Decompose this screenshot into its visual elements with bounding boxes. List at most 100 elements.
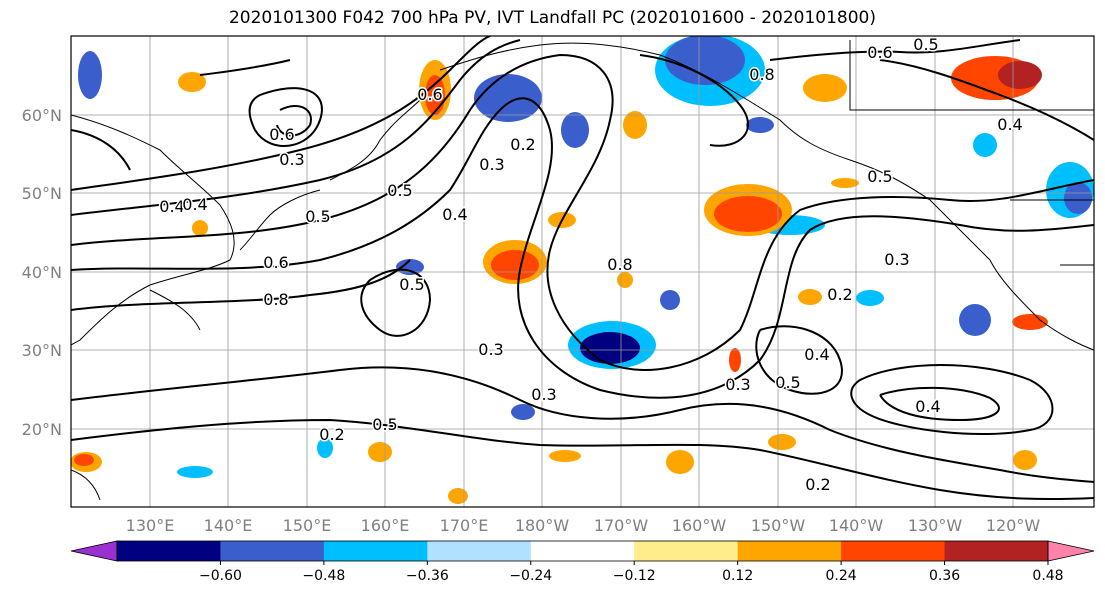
map-border: [70, 35, 1095, 508]
anomaly-positive: [729, 348, 741, 372]
contour-labels: 0.30.40.50.60.80.20.30.40.50.60.40.50.30…: [158, 34, 1024, 496]
latitude-labels: 60°N 50°N 40°N 30°N 20°N: [22, 106, 62, 439]
anomaly-negative: [746, 117, 774, 133]
shaded-anomalies: [71, 36, 1094, 504]
map-background: [71, 36, 1094, 507]
anomaly-positive: [623, 111, 647, 139]
contour-label: 0.8: [607, 255, 632, 274]
contour-label: 0.5: [775, 373, 800, 392]
anomaly-positive: [74, 454, 94, 466]
lat-label: 60°N: [22, 106, 62, 125]
contour-label: 0.2: [510, 135, 535, 154]
anomaly-positive: [368, 442, 392, 462]
colorbar-extend-low: [70, 540, 118, 562]
anomaly-negative: [1064, 182, 1092, 214]
anomaly-negative: [78, 51, 102, 99]
contour-label: 0.6: [417, 85, 442, 104]
anomaly-positive: [768, 434, 796, 450]
contour-label: 0.8: [749, 65, 774, 84]
colorbar-tick-label: −0.60: [199, 568, 242, 584]
lon-label: 170°W: [594, 516, 649, 535]
contour-label: 0.4: [804, 345, 829, 364]
lon-label: 120°W: [986, 516, 1041, 535]
anomaly-positive: [998, 61, 1042, 89]
contour-label: 0.3: [725, 375, 750, 394]
lon-label: 130°W: [908, 516, 963, 535]
contour-label: 0.3: [884, 250, 909, 269]
contour-label: 0.4: [442, 205, 467, 224]
anomaly-negative: [959, 304, 991, 336]
lat-label: 20°N: [22, 420, 62, 439]
anomaly-negative: [317, 438, 333, 458]
colorbar-segment: [737, 541, 842, 561]
colorbar-tick-label: −0.24: [509, 568, 552, 584]
anomaly-positive: [178, 72, 206, 92]
colorbar-segment: [427, 541, 532, 561]
anomaly-positive: [831, 178, 859, 188]
anomaly-positive: [666, 450, 694, 474]
coastlines: [71, 40, 1094, 501]
lon-label: 150°W: [751, 516, 806, 535]
anomaly-positive: [1012, 314, 1048, 330]
contour-label: 0.4: [915, 397, 940, 416]
anomaly-negative: [660, 290, 680, 310]
contour-label: 0.5: [372, 415, 397, 434]
anomaly-negative: [580, 332, 640, 364]
contour-label: 0.2: [827, 285, 852, 304]
contour-label: 0.2: [805, 475, 830, 494]
contour-label: 0.5: [867, 167, 892, 186]
anomaly-negative: [396, 259, 424, 275]
anomaly-negative: [856, 290, 884, 306]
map-title: 2020101300 F042 700 hPa PV, IVT Landfall…: [228, 8, 876, 28]
anomaly-negative: [177, 466, 213, 478]
contour-label: 0.6: [867, 43, 892, 62]
anomaly-positive: [1013, 450, 1037, 470]
colorbar-segment: [944, 541, 1049, 561]
lon-label: 140°E: [204, 516, 253, 535]
lat-label: 50°N: [22, 184, 62, 203]
colorbar-tick-label: −0.36: [406, 568, 449, 584]
lon-label: 150°E: [283, 516, 332, 535]
contour-label: 0.4: [182, 195, 207, 214]
anomaly-negative: [561, 112, 589, 148]
colorbar-tick-label: −0.12: [613, 568, 656, 584]
gridlines: [71, 36, 1094, 507]
contour-label: 0.3: [279, 150, 304, 169]
colorbar-segment: [841, 541, 946, 561]
colorbar-tick-label: 0.36: [929, 568, 960, 584]
anomaly-positive: [448, 488, 468, 504]
colorbar-tick-label: 0.12: [722, 568, 753, 584]
colorbar-segment: [117, 541, 221, 561]
colorbar-tick-label: 0.24: [826, 568, 857, 584]
longitude-labels: 130°E 140°E 150°E 160°E 170°E 180°W 170°…: [126, 516, 1041, 535]
anomaly-positive: [192, 220, 208, 236]
anomaly-negative: [973, 133, 997, 157]
contour-label: 0.5: [305, 207, 330, 226]
pv-contours: [71, 36, 1094, 501]
anomaly-positive: [549, 450, 581, 462]
lat-label: 40°N: [22, 263, 62, 282]
contour-label: 0.4: [997, 115, 1022, 134]
anomaly-positive: [798, 289, 822, 305]
contour-label: 0.3: [531, 385, 556, 404]
lon-label: 170°E: [440, 516, 489, 535]
colorbar-segment: [634, 541, 739, 561]
contour-label: 0.3: [479, 155, 504, 174]
contour-label: 0.4: [159, 197, 184, 216]
anomaly-positive: [714, 196, 782, 232]
colorbar: −0.60 −0.48 −0.36 −0.24 −0.12 0.12 0.24 0.36 0.4…: [70, 540, 1095, 584]
anomaly-positive: [617, 272, 633, 288]
lon-label: 130°E: [126, 516, 175, 535]
colorbar-segment: [530, 541, 635, 561]
anomaly-negative: [511, 404, 535, 420]
contour-label: 0.8: [263, 290, 288, 309]
colorbar-tick-label: −0.48: [302, 568, 345, 584]
lon-label: 180°W: [515, 516, 570, 535]
lon-label: 160°W: [672, 516, 727, 535]
contour-label: 0.6: [263, 253, 288, 272]
colorbar-tick-label: 0.48: [1032, 568, 1063, 584]
colorbar-border: [116, 540, 1049, 562]
lon-label: 140°W: [829, 516, 884, 535]
anomaly-positive: [803, 74, 847, 102]
